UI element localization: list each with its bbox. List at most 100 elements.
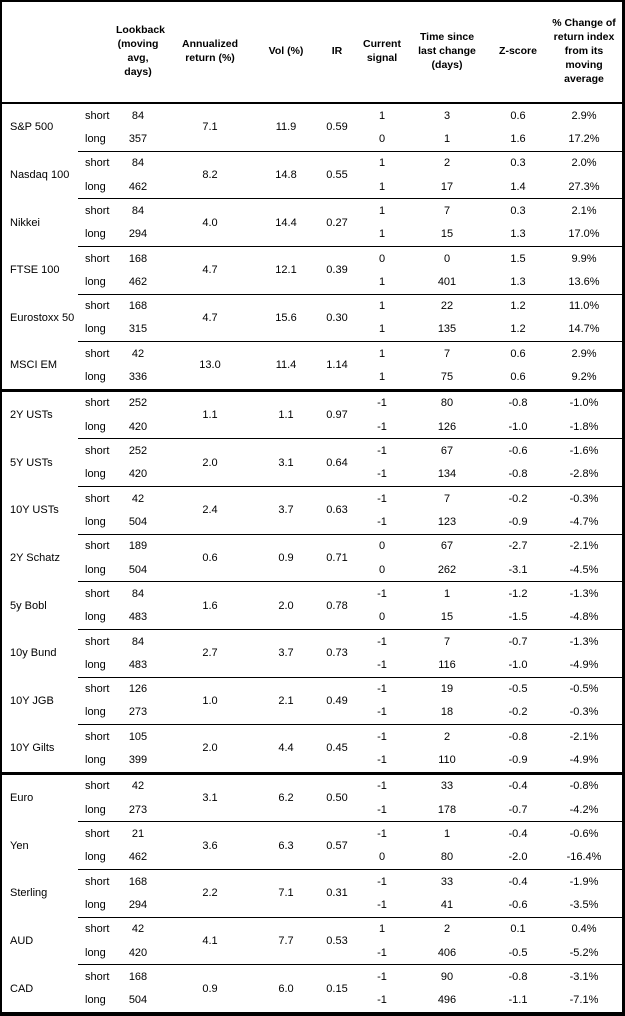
horizon-label: short [85,875,110,888]
z-score-value: -0.2 [508,492,528,505]
time-since-change-value: 19 [440,683,454,696]
time-since-change-value: 33 [440,875,454,888]
asset-name: AUD [10,934,34,947]
lookback-value: 420 [128,420,148,433]
time-since-change-value: 22 [440,300,454,313]
horizon-label: long [85,851,106,864]
lookback-value: 84 [131,109,145,122]
row-group-divider [78,533,622,535]
annualized-return-value: 8.2 [202,168,218,181]
annualized-return-value: 1.1 [202,409,218,422]
horizon-label: short [85,492,110,505]
table-row-group: MSCI EM short 42 1 7 0.6 2.9% long 336 1 75 0.6 9.2%… [2,342,622,389]
annualized-return-value: 2.0 [202,742,218,755]
vol-value: 11.9 [275,121,297,134]
lookback-value: 462 [128,851,148,864]
time-since-change-value: 2 [443,730,451,743]
horizon-label: long [85,563,106,576]
header-vol: Vol (%) [268,45,304,58]
table-row-group: 10Y Gilts short 105 -1 2 -0.8 -2.1% long 399 -1 11… [2,725,622,772]
section-divider [2,388,622,392]
annualized-return-value: 7.1 [202,121,218,134]
pct-change-value: -1.9% [569,875,599,888]
z-score-value: -1.5 [508,611,528,624]
vol-value: 2.0 [278,599,294,612]
z-score-value: 0.3 [510,204,526,217]
section-divider [2,771,622,775]
pct-change-value: -1.0% [569,397,599,410]
asset-name: CAD [10,982,34,995]
pct-change-value: -0.3% [569,492,599,505]
horizon-label: long [85,468,106,481]
z-score-value: -0.6 [508,445,528,458]
annualized-return-value: 2.2 [202,887,218,900]
current-signal-value: -1 [377,875,387,888]
vol-value: 2.1 [278,694,294,707]
lookback-value: 126 [128,683,148,696]
horizon-label: long [85,420,106,433]
ir-value: 0.50 [326,792,348,805]
z-score-value: 1.3 [510,275,526,288]
lookback-value: 42 [131,347,145,360]
current-signal-value: 1 [378,323,386,336]
table-row-group: 10Y JGB short 126 -1 19 -0.5 -0.5% long 273 -1 18 -… [2,678,622,725]
z-score-value: 1.4 [510,180,526,193]
lookback-value: 84 [131,157,145,170]
annualized-return-value: 0.9 [202,982,218,995]
horizon-label: long [85,898,106,911]
row-group-divider [78,964,622,966]
asset-name: S&P 500 [10,121,54,134]
asset-name: Nasdaq 100 [10,168,70,181]
time-since-change-value: 134 [437,468,457,481]
z-score-value: -0.9 [508,515,528,528]
annualized-return-value: 4.1 [202,934,218,947]
lookback-value: 294 [128,898,148,911]
lookback-value: 84 [131,635,145,648]
table-row-group: 10Y USTs short 42 -1 7 -0.2 -0.3% long 504 -1 123 -… [2,487,622,534]
current-signal-value: 0 [378,132,386,145]
z-score-value: -0.7 [508,803,528,816]
table-row-group: 2Y Schatz short 189 0 67 -2.7 -2.1% long 504 0 262… [2,535,622,582]
table-row-group: Yen short 21 -1 1 -0.4 -0.6% long 462 0 80 -2.0 -16.… [2,822,622,869]
header-pct-change: % Change of return index from its moving… [552,17,616,85]
pct-change-value: 17.2% [568,132,600,145]
vol-value: 11.4 [275,359,297,372]
lookback-value: 399 [128,754,148,767]
asset-name: 2Y USTs [10,409,53,422]
lookback-value: 420 [128,946,148,959]
vol-value: 15.6 [275,311,297,324]
z-score-value: -0.8 [508,397,528,410]
current-signal-value: -1 [377,492,387,505]
horizon-label: short [85,730,110,743]
z-score-value: 0.6 [510,371,526,384]
pct-change-value: -0.6% [569,828,599,841]
pct-change-value: -2.1% [569,540,599,553]
pct-change-value: -1.6% [569,445,599,458]
pct-change-value: 11.0% [568,300,600,313]
current-signal-value: -1 [377,587,387,600]
z-score-value: -0.8 [508,970,528,983]
z-score-value: -3.1 [508,563,528,576]
horizon-label: short [85,780,110,793]
asset-name: 5y Bobl [10,599,47,612]
pct-change-value: 9.9% [571,252,597,265]
asset-name: Yen [10,839,29,852]
time-since-change-value: 15 [440,611,454,624]
time-since-change-value: 2 [443,157,451,170]
annualized-return-value: 4.0 [202,216,218,229]
time-since-change-value: 262 [437,563,457,576]
pct-change-value: -16.4% [566,851,602,864]
time-since-change-value: 0 [443,252,451,265]
current-signal-value: 1 [378,347,386,360]
asset-name: 10Y USTs [10,504,59,517]
time-since-change-value: 178 [437,803,457,816]
lookback-value: 462 [128,180,148,193]
horizon-label: short [85,347,110,360]
ir-value: 0.27 [326,216,348,229]
current-signal-value: 1 [378,371,386,384]
vol-value: 6.0 [278,982,294,995]
time-since-change-value: 3 [443,109,451,122]
table-row-group: Nasdaq 100 short 84 1 2 0.3 2.0% long 462 1 17 1.4 2… [2,152,622,199]
lookback-value: 315 [128,323,148,336]
asset-name: 2Y Schatz [10,551,60,564]
